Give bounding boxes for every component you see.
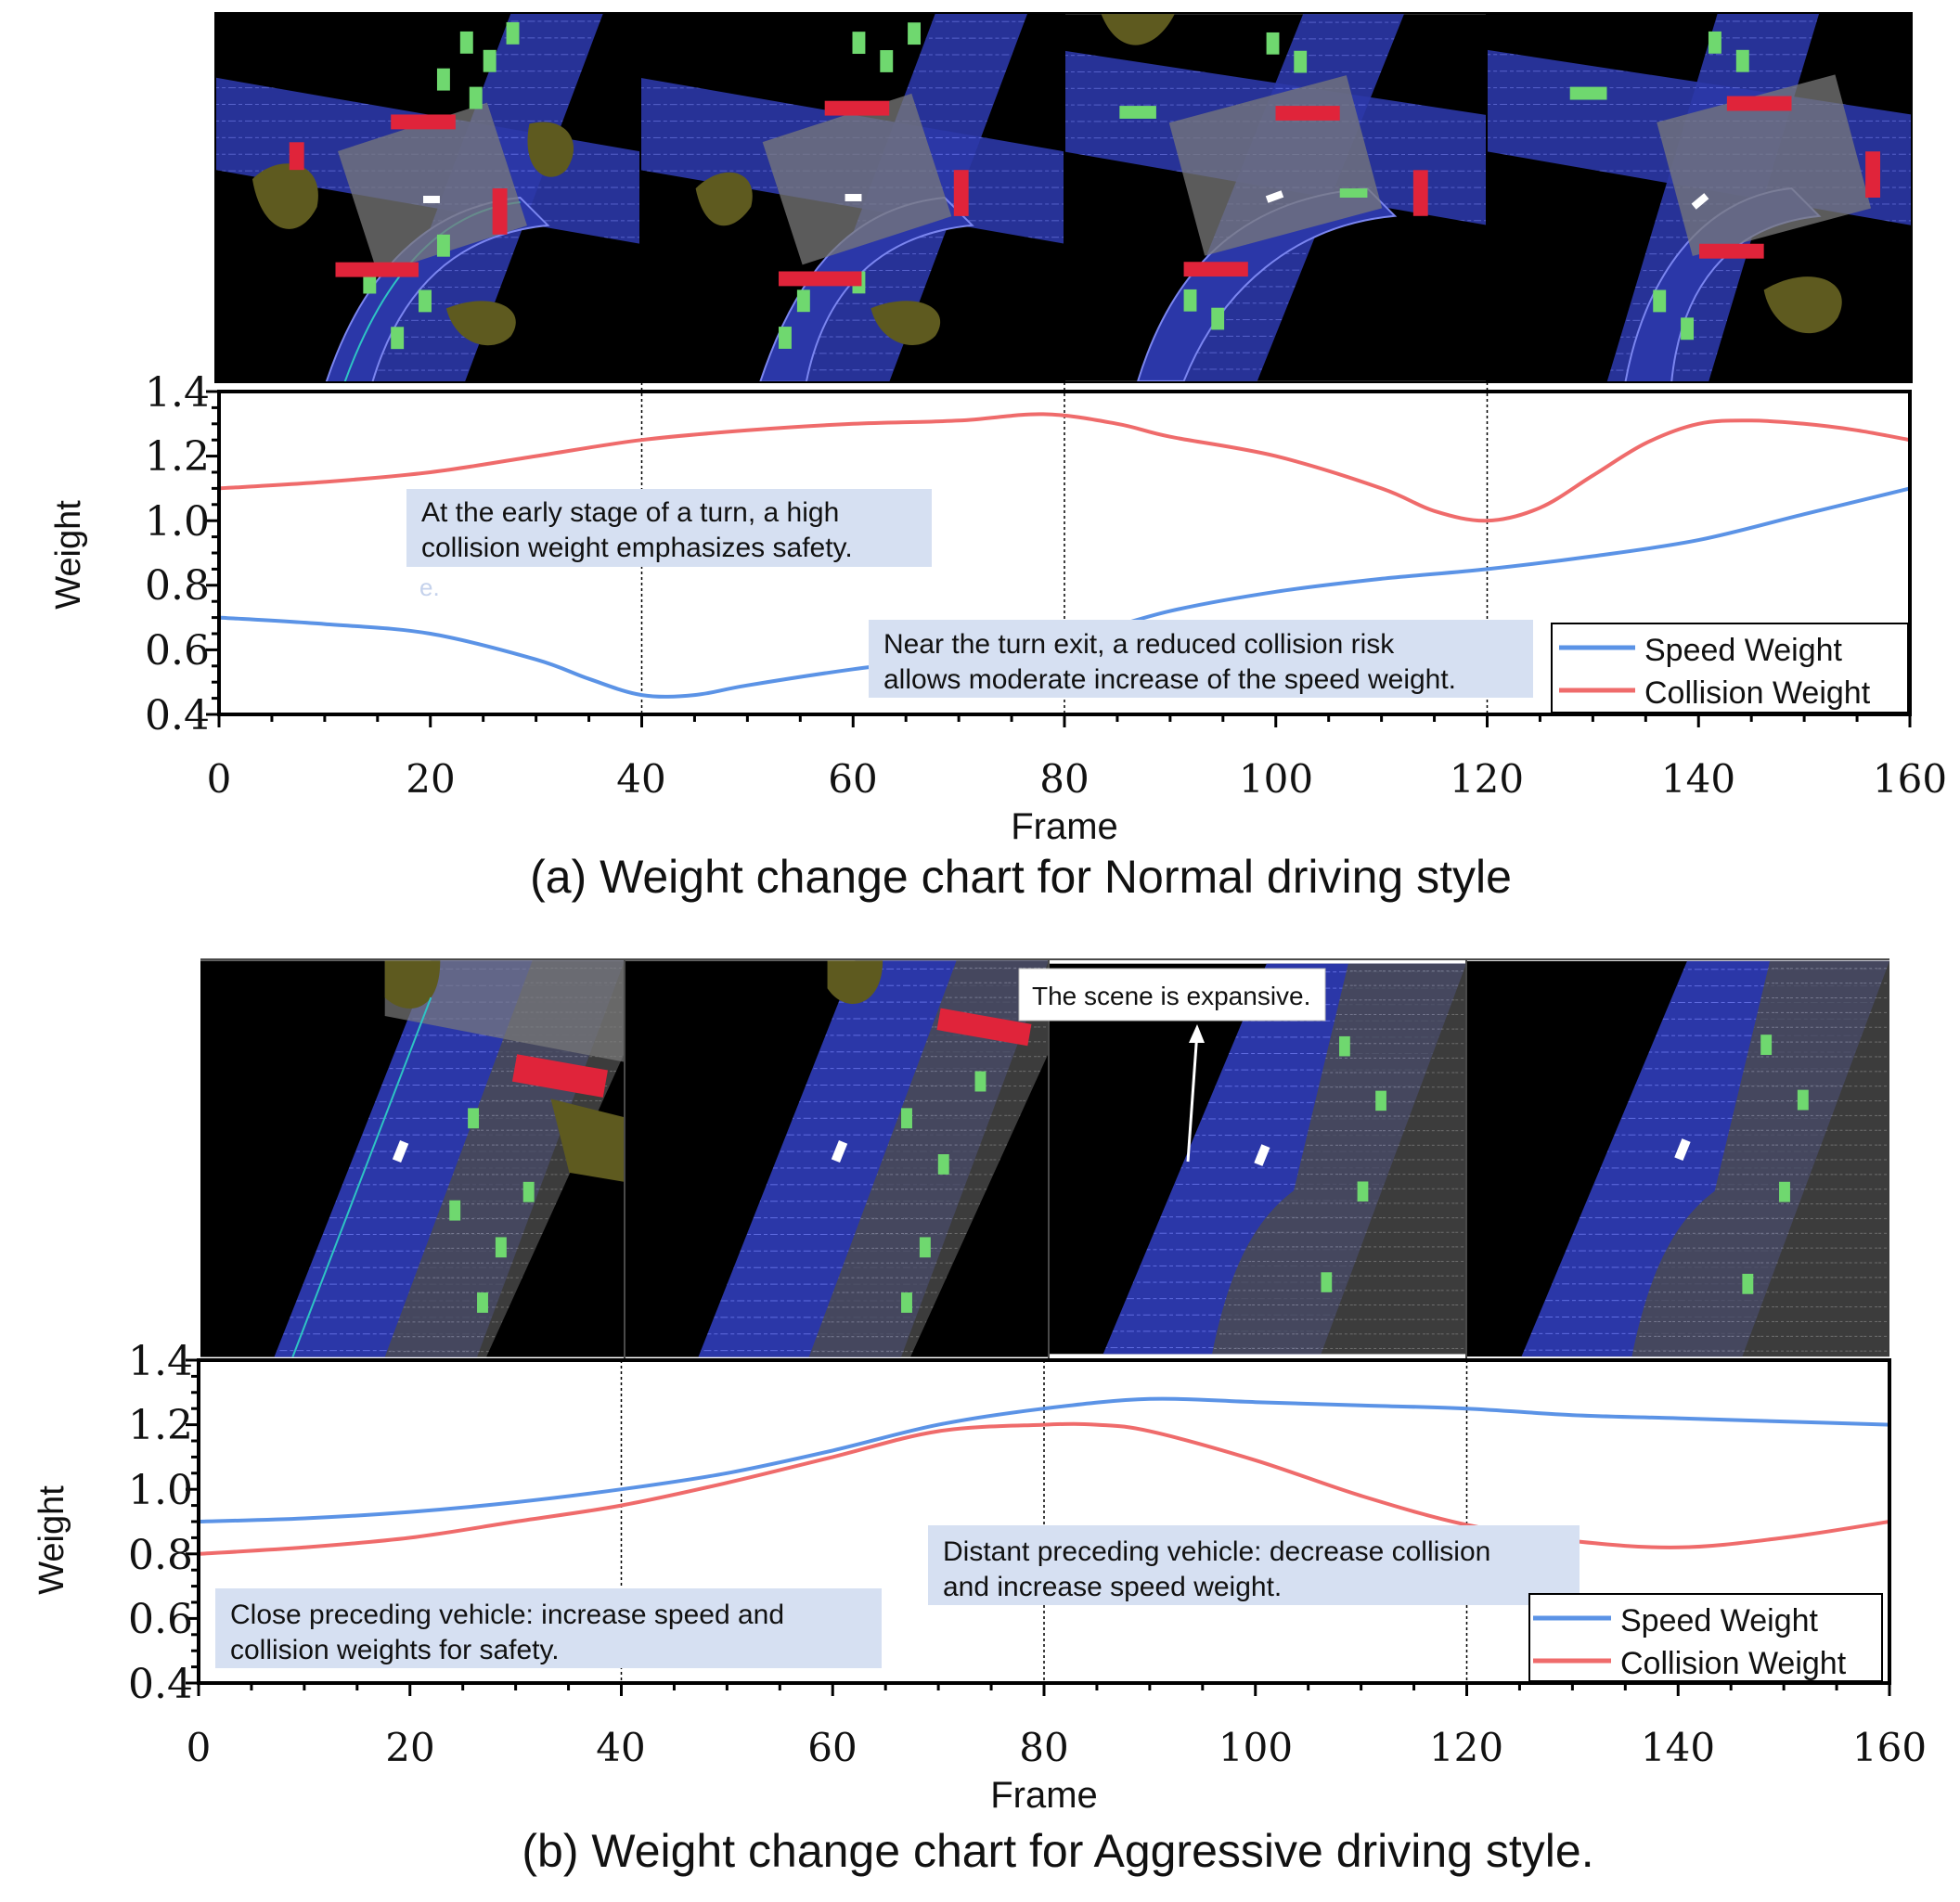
- chart-b-annotation-distant-vehicle: Distant preceding vehicle: decrease coll…: [928, 1525, 1580, 1605]
- chart-b-y-axis-label: Weight: [32, 1485, 71, 1595]
- scene-frame-a3: [1064, 14, 1487, 382]
- chart-b-x-tick-label: 140: [1641, 1725, 1715, 1770]
- chart-a-annotation-early-turn-box: [406, 489, 932, 567]
- chart-a-x-tick-label: 20: [406, 756, 455, 802]
- chart-b-caption: (b) Weight change chart for Aggressive d…: [522, 1825, 1593, 1877]
- chart-b-x-axis-label: Frame: [990, 1775, 1098, 1816]
- chart-b-y-tick-label: 0.8: [128, 1532, 193, 1579]
- scene-frame-b2: [625, 960, 1049, 1357]
- chart-a-x-tick-label: 60: [828, 756, 877, 802]
- chart-b-y-tick-label: 1.4: [128, 1338, 193, 1385]
- scene-frame-a4: [1487, 13, 1912, 382]
- chart-a-caption: (a) Weight change chart for Normal drivi…: [530, 851, 1512, 903]
- chart-a-annotation-turn-exit-box: [869, 620, 1533, 698]
- chart-a-annotation-turn-exit-line2: allows moderate increase of the speed we…: [883, 664, 1456, 695]
- chart-b-x-tick-label: 120: [1429, 1725, 1503, 1770]
- chart-b-y-tick-label: 1.2: [128, 1402, 193, 1449]
- chart-a-annotation-turn-exit: Near the turn exit, a reduced collision …: [869, 620, 1533, 698]
- chart-a-y-tick-label: 0.8: [145, 562, 210, 610]
- scene-strip-a: [214, 12, 1913, 383]
- chart-b-x-tick-labels: 0 20 40 60 80 100 120 140 160: [187, 1725, 1927, 1770]
- chart-b-x-tick-label: 80: [1019, 1725, 1068, 1770]
- chart-a-legend-box: [1551, 623, 1909, 713]
- scene-frame-b4: [1466, 960, 1889, 1357]
- chart-b-y-tick-label: 0.6: [128, 1596, 193, 1643]
- chart-a-y-tick-labels: 0.4 0.6 0.8 1.0 1.2 1.4: [145, 369, 210, 739]
- chart-b-annotation-distant-vehicle-box: [928, 1525, 1580, 1605]
- chart-a-ticks: [206, 390, 1912, 727]
- chart-b-annotation-distant-vehicle-line1: Distant preceding vehicle: decrease coll…: [943, 1536, 1490, 1567]
- chart-b-y-tick-label: 0.4: [128, 1661, 193, 1708]
- chart-a-x-tick-label: 120: [1450, 756, 1524, 802]
- scene-frame-a1: [215, 13, 640, 382]
- chart-a-x-tick-label: 80: [1039, 756, 1089, 802]
- chart-a-y-tick-label: 1.2: [145, 433, 210, 481]
- chart-a: At the early stage of a turn, a high col…: [49, 369, 1947, 903]
- chart-a-y-tick-label: 1.0: [145, 498, 210, 546]
- chart-b-annotation-close-vehicle-box: [215, 1588, 882, 1668]
- scene-expansive-label: The scene is expansive.: [1032, 982, 1310, 1010]
- chart-b-speed-weight-line: [198, 1396, 1890, 1523]
- scene-strip-b: The scene is expansive.: [200, 958, 1889, 1358]
- chart-b-x-tick-label: 160: [1852, 1725, 1927, 1770]
- chart-a-y-tick-label: 0.4: [145, 692, 210, 739]
- chart-a-y-axis-label: Weight: [49, 500, 88, 610]
- chart-a-annotation-early-turn-line1: At the early stage of a turn, a high: [421, 497, 839, 528]
- chart-a-annotation-turn-exit-line1: Near the turn exit, a reduced collision …: [883, 629, 1395, 660]
- chart-a-collision-weight-line: [218, 412, 1911, 523]
- chart-a-y-tick-label: 0.6: [145, 627, 210, 675]
- chart-a-y-tick-label: 1.4: [145, 369, 210, 417]
- chart-b: Distant preceding vehicle: decrease coll…: [32, 1338, 1927, 1877]
- chart-b-y-tick-labels: 0.4 0.6 0.8 1.0 1.2 1.4: [128, 1338, 193, 1708]
- scene-expansive-arrow: [1186, 1031, 1199, 1163]
- chart-b-annotation-close-vehicle: Close preceding vehicle: increase speed …: [215, 1588, 882, 1668]
- chart-b-annotation-close-vehicle-line2: collision weights for safety.: [230, 1635, 560, 1665]
- chart-b-legend: Speed Weight Collision Weight: [1528, 1593, 1883, 1682]
- chart-b-annotation-close-vehicle-line1: Close preceding vehicle: increase speed …: [230, 1600, 784, 1630]
- chart-a-x-tick-label: 160: [1873, 756, 1947, 802]
- chart-a-x-tick-labels: 0 20 40 60 80 100 120 140 160: [207, 756, 1947, 802]
- chart-b-x-tick-label: 100: [1219, 1725, 1293, 1770]
- scene-frame-b1: [200, 960, 625, 1357]
- chart-b-x-tick-label: 0: [187, 1725, 212, 1770]
- chart-b-legend-collision-label: Collision Weight: [1620, 1646, 1847, 1681]
- chart-a-x-axis-label: Frame: [1011, 806, 1118, 847]
- scene-frame-b3: [1049, 963, 1466, 1355]
- chart-a-x-tick-label: 140: [1661, 756, 1735, 802]
- chart-b-x-tick-label: 20: [385, 1725, 434, 1770]
- chart-a-legend-speed-label: Speed Weight: [1644, 633, 1843, 668]
- chart-a-x-tick-label: 0: [207, 756, 232, 802]
- chart-a-annotation-early-turn-line2: collision weight emphasizes safety.: [421, 533, 853, 563]
- scene-expansive-callout: The scene is expansive.: [1018, 968, 1326, 1163]
- scene-expansive-arrowhead: [1189, 1024, 1205, 1043]
- chart-b-ticks: [186, 1358, 1891, 1696]
- chart-b-series: [198, 1396, 1890, 1556]
- chart-b-y-tick-label: 1.0: [128, 1467, 193, 1514]
- chart-a-legend-collision-label: Collision Weight: [1644, 675, 1871, 711]
- chart-b-x-tick-label: 60: [807, 1725, 857, 1770]
- chart-b-legend-box: [1528, 1593, 1883, 1682]
- chart-a-annotation-early-turn-extra: e.: [419, 573, 440, 601]
- chart-a-x-tick-label: 100: [1239, 756, 1313, 802]
- chart-b-x-tick-label: 40: [596, 1725, 645, 1770]
- scene-frame-a2: [640, 13, 1064, 382]
- chart-a-x-tick-label: 40: [616, 756, 665, 802]
- chart-b-collision-weight-line: [198, 1421, 1890, 1556]
- chart-b-annotation-distant-vehicle-line2: and increase speed weight.: [943, 1572, 1282, 1602]
- scene-expansive-box: [1018, 968, 1326, 1022]
- chart-a-annotation-early-turn: At the early stage of a turn, a high col…: [406, 489, 932, 601]
- chart-b-legend-speed-label: Speed Weight: [1620, 1603, 1819, 1639]
- chart-a-legend: Speed Weight Collision Weight: [1551, 623, 1909, 713]
